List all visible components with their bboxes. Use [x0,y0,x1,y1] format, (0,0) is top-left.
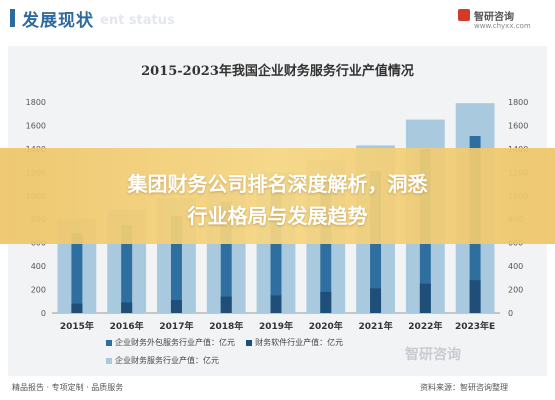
bar-outsourcing [121,225,133,313]
legend-swatch-software [246,339,253,346]
legend-swatch-outsourcing [106,339,112,346]
x-tick-label: 2019年 [259,320,293,332]
bar-software [320,291,332,313]
y-tick-label-left: 1800 [26,98,46,107]
y-tick-label-left: 200 [31,286,46,295]
legend-label-software: 财务软件行业产值：亿元 [255,338,344,347]
logo-icon [458,9,470,21]
x-tick-label: 2023年E [455,320,495,332]
y-tick-label-right: 1600 [508,121,528,130]
section-title: 发展现状 [22,11,94,31]
bar-outsourcing [270,191,282,313]
bar-software [170,300,182,313]
x-tick-label: 2017年 [159,320,193,332]
y-tick-label-left: 1600 [26,121,46,130]
section-title-en: ent status [100,13,175,28]
page-footer: 精品报告 · 专项定制 · 品质服务 资料来源：智研咨询整理 [0,376,555,400]
bar-software [370,288,382,313]
legend-row-1: 企业财务外包服务行业产值：亿元 财务软件行业产值：亿元 [106,337,343,348]
headline-banner: 集团财务公司排名深度解析，洞悉 行业格局与发展趋势 [0,148,555,244]
logo-text: 智研咨询 [474,12,514,23]
x-tick-label: 2018年 [209,320,243,332]
bar-software [270,295,282,313]
bar-software [469,280,481,313]
legend-label-outsourcing: 企业财务外包服务行业产值：亿元 [115,338,235,347]
y-tick-label-right: 400 [508,262,523,271]
bar-software [121,302,133,313]
y-tick-label-right: 1800 [508,98,528,107]
x-tick-label: 2015年 [60,320,94,332]
bar-outsourcing [220,201,232,313]
x-tick-label: 2016年 [110,320,144,332]
bar-outsourcing [320,181,332,313]
footer-source: 资料来源：智研咨询整理 [420,383,508,392]
header-accent-bar [10,9,15,27]
y-tick-label-left: 400 [31,262,46,271]
x-tick-label: 2021年 [359,320,393,332]
y-tick-label-right: 200 [508,286,523,295]
legend-label-output: 企业财务服务行业产值：亿元 [115,356,219,365]
legend-row-2: 企业财务服务行业产值：亿元 [106,355,219,366]
bar-software [71,303,83,313]
bar-outsourcing [71,233,83,313]
chart-title: 2015-2023年我国企业财务服务行业产值情况 [141,64,414,79]
bar-software [220,296,232,313]
headline-line-2: 行业格局与发展趋势 [187,204,368,228]
page-header: 发展现状 ent status 智研咨询 www.chyxx.com [0,0,555,42]
headline-line-1: 集团财务公司排名深度解析，洞悉 [127,172,428,196]
watermark-text: 智研咨询 [405,347,461,363]
bar-software [419,283,431,313]
y-tick-label-right: 0 [508,309,513,318]
x-tick-label: 2022年 [408,320,442,332]
legend-swatch-output [106,357,112,364]
logo-url: www.chyxx.com [474,22,531,30]
footer-tagline: 精品报告 · 专项定制 · 品质服务 [12,383,124,392]
y-tick-label-left: 0 [41,309,46,318]
x-tick-label: 2020年 [309,320,343,332]
bar-outsourcing [170,215,182,313]
